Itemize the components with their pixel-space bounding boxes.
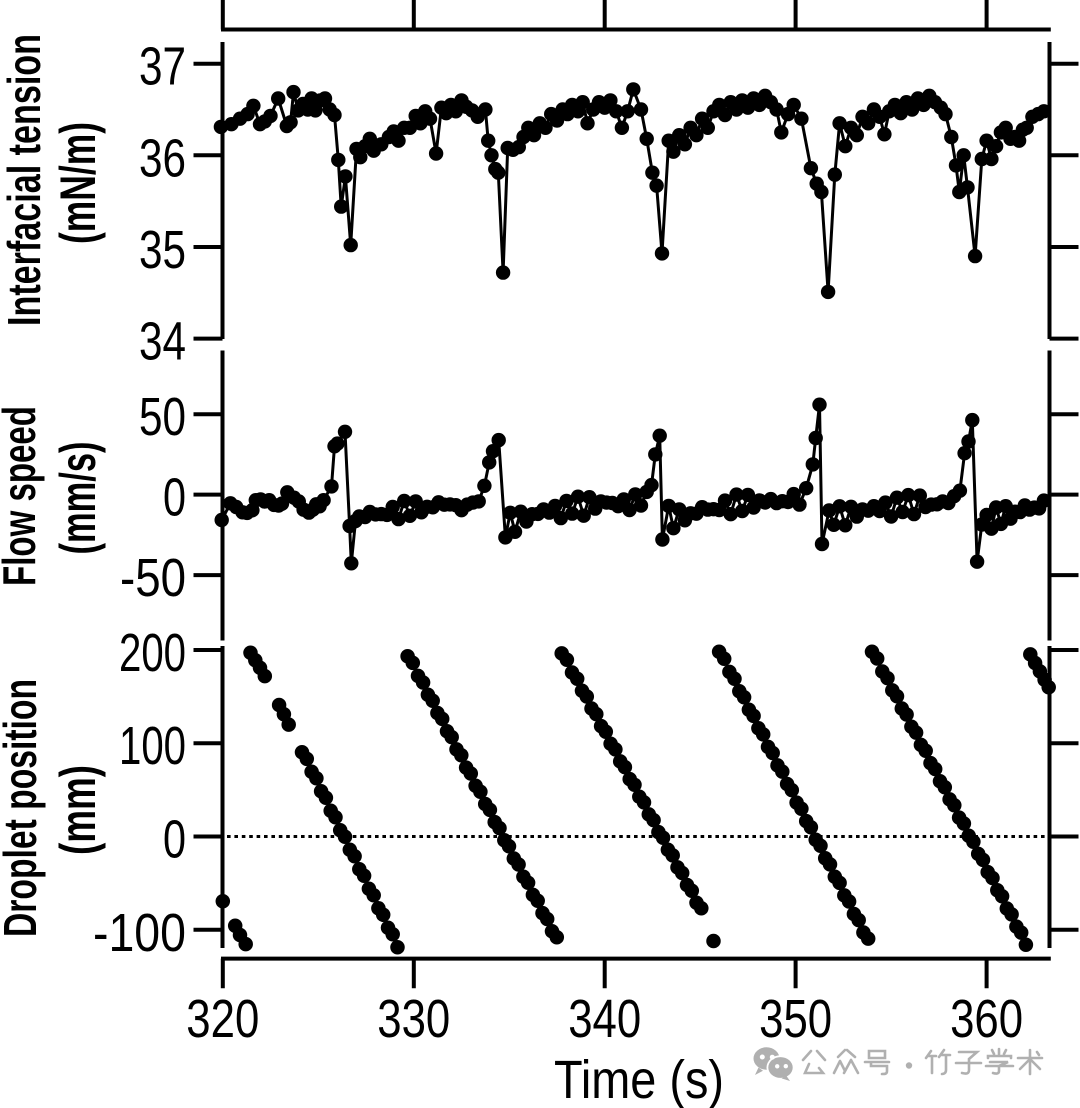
- svg-text:35: 35: [139, 220, 186, 280]
- svg-text:330: 330: [377, 989, 450, 1049]
- svg-text:350: 350: [759, 989, 832, 1049]
- svg-text:37: 37: [139, 37, 186, 97]
- svg-text:(mN/m): (mN/m): [50, 122, 106, 244]
- svg-text:(mm): (mm): [50, 765, 106, 855]
- svg-text:360: 360: [950, 989, 1023, 1049]
- svg-text:50: 50: [139, 387, 186, 447]
- svg-text:Time (s): Time (s): [554, 1050, 724, 1108]
- svg-text:320: 320: [186, 989, 259, 1049]
- svg-text:34: 34: [139, 312, 186, 372]
- svg-text:Flow speed: Flow speed: [0, 406, 45, 586]
- svg-text:Droplet position: Droplet position: [0, 679, 46, 937]
- svg-text:-100: -100: [93, 903, 186, 963]
- svg-text:-50: -50: [120, 548, 186, 608]
- svg-text:340: 340: [568, 989, 641, 1049]
- svg-text:(mm/s): (mm/s): [50, 442, 106, 555]
- svg-text:100: 100: [119, 716, 186, 776]
- svg-text:Interfacial tension: Interfacial tension: [0, 34, 50, 326]
- svg-text:200: 200: [119, 623, 186, 683]
- svg-text:0: 0: [163, 810, 186, 870]
- svg-text:36: 36: [139, 128, 186, 188]
- svg-text:0: 0: [163, 468, 186, 528]
